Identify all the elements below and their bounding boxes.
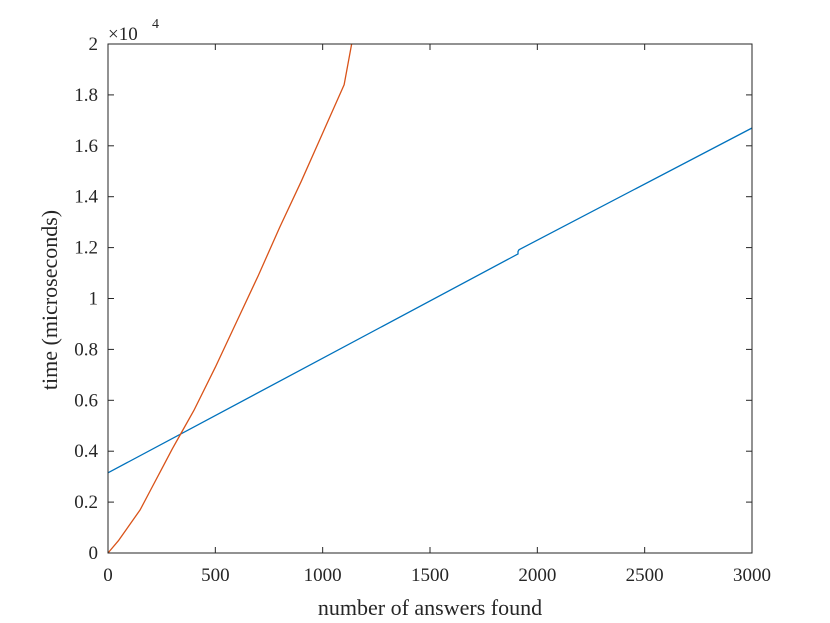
y-exponent-label: ×10 4: [108, 17, 159, 45]
y-tick-label: 1.2: [74, 238, 98, 259]
y-tick-label: 1.6: [74, 136, 98, 157]
x-tick-label: 1500: [411, 565, 449, 586]
x-tick-label: 2500: [626, 565, 664, 586]
ticks-layer: 0 500 1000 1500 2000 2500 3000 0 0.2 0.4 0.6 0.8 1 1.…: [74, 34, 771, 586]
y-tick-label: 2: [89, 34, 99, 55]
plot-area: [108, 44, 752, 553]
y-tick-label: 0.6: [74, 390, 98, 411]
x-tick-label: 2000: [518, 565, 556, 586]
x-axis-title: number of answers found: [318, 595, 542, 620]
y-tick-label: 0.8: [74, 339, 98, 360]
y-tick-label: 0.2: [74, 492, 98, 513]
y-tick-label: 0: [89, 543, 99, 564]
y-tick-label: 0.4: [74, 441, 98, 462]
x-tick-label: 3000: [733, 565, 771, 586]
series-line-1: [107, 127, 753, 474]
y-tick-label: 1: [89, 289, 99, 310]
plot-background: [108, 44, 752, 553]
y-tick-label: 1.4: [74, 187, 98, 208]
y-tick-label: 1.8: [74, 85, 98, 106]
series-line-2: [107, 43, 353, 554]
x-tick-label: 1000: [304, 565, 342, 586]
series-layer: [107, 43, 753, 554]
x-tick-label: 500: [201, 565, 230, 586]
x-tick-label: 0: [103, 565, 113, 586]
y-exponent-power: 4: [152, 17, 159, 32]
y-exponent-base: ×10: [108, 24, 138, 45]
y-axis-title: time (microseconds): [37, 210, 62, 390]
